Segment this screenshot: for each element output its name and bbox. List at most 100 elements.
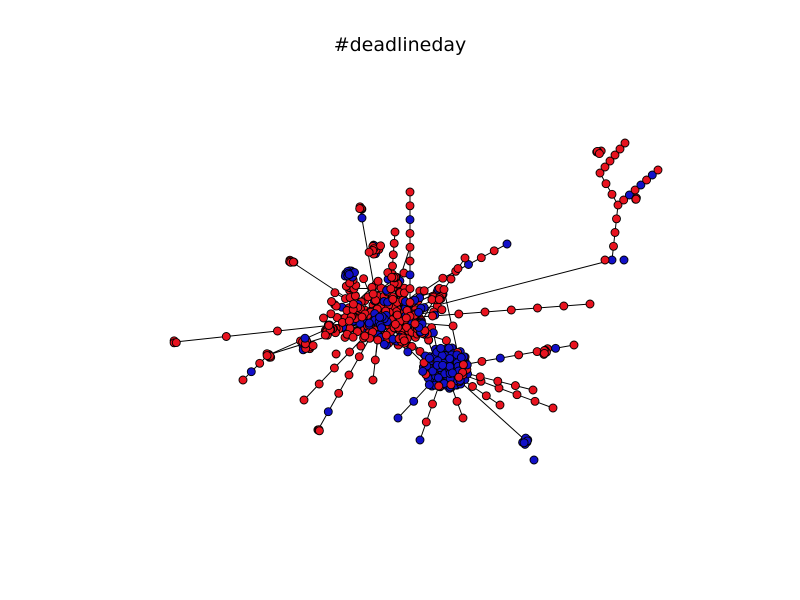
graph-node-red (489, 246, 499, 256)
graph-node-red (360, 331, 370, 341)
graph-node-red (585, 299, 595, 309)
graph-node-red (355, 204, 365, 214)
graph-node-red (510, 381, 520, 391)
graph-node-red (238, 375, 248, 385)
graph-node-red (388, 250, 398, 260)
graph-node-red (438, 273, 448, 283)
graph-node-red (221, 332, 231, 341)
graph-node-blue (519, 438, 529, 448)
graph-node-red (458, 413, 468, 423)
graph-node-blue (447, 368, 457, 378)
graph-node-red (610, 150, 620, 160)
graph-node-blue (246, 367, 256, 377)
graph-nodes (169, 138, 663, 465)
graph-node-red (330, 288, 340, 298)
graph-node-red (356, 341, 366, 351)
graph-node-red (528, 385, 538, 395)
graph-node-red (446, 274, 456, 284)
graph-node-blue (529, 455, 539, 465)
graph-node-blue (375, 312, 385, 322)
graph-node-red (364, 247, 374, 257)
graph-node-red (376, 241, 386, 251)
graph-node-red (327, 297, 336, 306)
graph-node-red (326, 309, 336, 319)
graph-node-blue (323, 407, 333, 417)
graph-node-red (428, 311, 437, 321)
graph-node-red (357, 312, 367, 322)
graph-node-red (373, 276, 383, 286)
graph-node-red (441, 336, 451, 346)
graph-node-red (405, 284, 415, 294)
graph-node-red (653, 165, 663, 175)
graph-node-red (609, 241, 618, 251)
graph-node-red (428, 399, 437, 409)
graph-node-red (392, 310, 402, 320)
graph-node-red (539, 348, 549, 358)
graph-node-red (273, 326, 282, 336)
graph-node-red (615, 144, 625, 154)
graph-node-red (454, 372, 464, 382)
graph-node-red (319, 313, 328, 323)
graph-node-red (329, 363, 339, 373)
graph-node-red (370, 355, 380, 365)
graph-node-blue (445, 354, 455, 364)
graph-node-red (448, 321, 458, 331)
graph-node-blue (379, 339, 389, 349)
graph-node-red (437, 305, 447, 315)
graph-node-blue (428, 366, 438, 376)
graph-node-red (405, 297, 415, 307)
graph-node-red (405, 201, 415, 211)
graph-node-red (255, 358, 265, 368)
graph-node-red (405, 242, 415, 252)
figure-title: #deadlineday (333, 34, 467, 56)
graph-node-red (601, 179, 611, 189)
graph-node-red (381, 330, 391, 340)
graph-node-red (468, 382, 477, 391)
graph-node-red (171, 338, 181, 348)
graph-node-red (559, 301, 569, 311)
graph-node-red (390, 227, 400, 237)
graph-node-blue (414, 307, 424, 317)
graph-node-red (434, 295, 444, 304)
graph-node-red (506, 305, 516, 315)
graph-node-red (477, 356, 487, 366)
graph-node-red (600, 255, 610, 265)
graph-node-red (419, 286, 429, 296)
graph-node-red (607, 189, 617, 199)
graph-node-red (454, 309, 464, 319)
graph-node-blue (418, 366, 428, 376)
graph-node-blue (409, 396, 419, 406)
graph-node-red (308, 341, 318, 351)
graph-node-red (359, 274, 369, 284)
graph-node-red (631, 194, 641, 204)
graph-node-blue (436, 343, 446, 353)
graph-node-red (495, 400, 505, 410)
graph-node-red (387, 272, 397, 282)
graph-node-red (389, 238, 399, 248)
graph-node-red (344, 316, 354, 326)
graph-node-red (476, 253, 486, 263)
graph-node-blue (405, 270, 415, 280)
graph-node-blue (424, 380, 434, 390)
graph-node-red (612, 214, 621, 224)
graph-node-red (458, 360, 468, 370)
graph-node-red (514, 350, 524, 360)
graph-node-red (533, 303, 542, 313)
graph-node-red (320, 330, 330, 340)
graph-node-red (388, 294, 398, 304)
graph-node-red (452, 396, 462, 406)
graph-node-red (595, 168, 605, 178)
graph-node-red (410, 319, 420, 329)
graph-node-red (348, 299, 358, 309)
graph-node-red (299, 395, 309, 405)
graph-edge (174, 336, 227, 343)
graph-node-red (434, 381, 444, 391)
graph-node-red (386, 284, 396, 294)
graph-node-red (348, 332, 358, 342)
graph-node-red (368, 289, 378, 299)
graph-node-red (314, 379, 324, 389)
graph-edge (443, 289, 459, 353)
graph-node-red (399, 336, 409, 346)
graph-node-blue (619, 255, 629, 265)
